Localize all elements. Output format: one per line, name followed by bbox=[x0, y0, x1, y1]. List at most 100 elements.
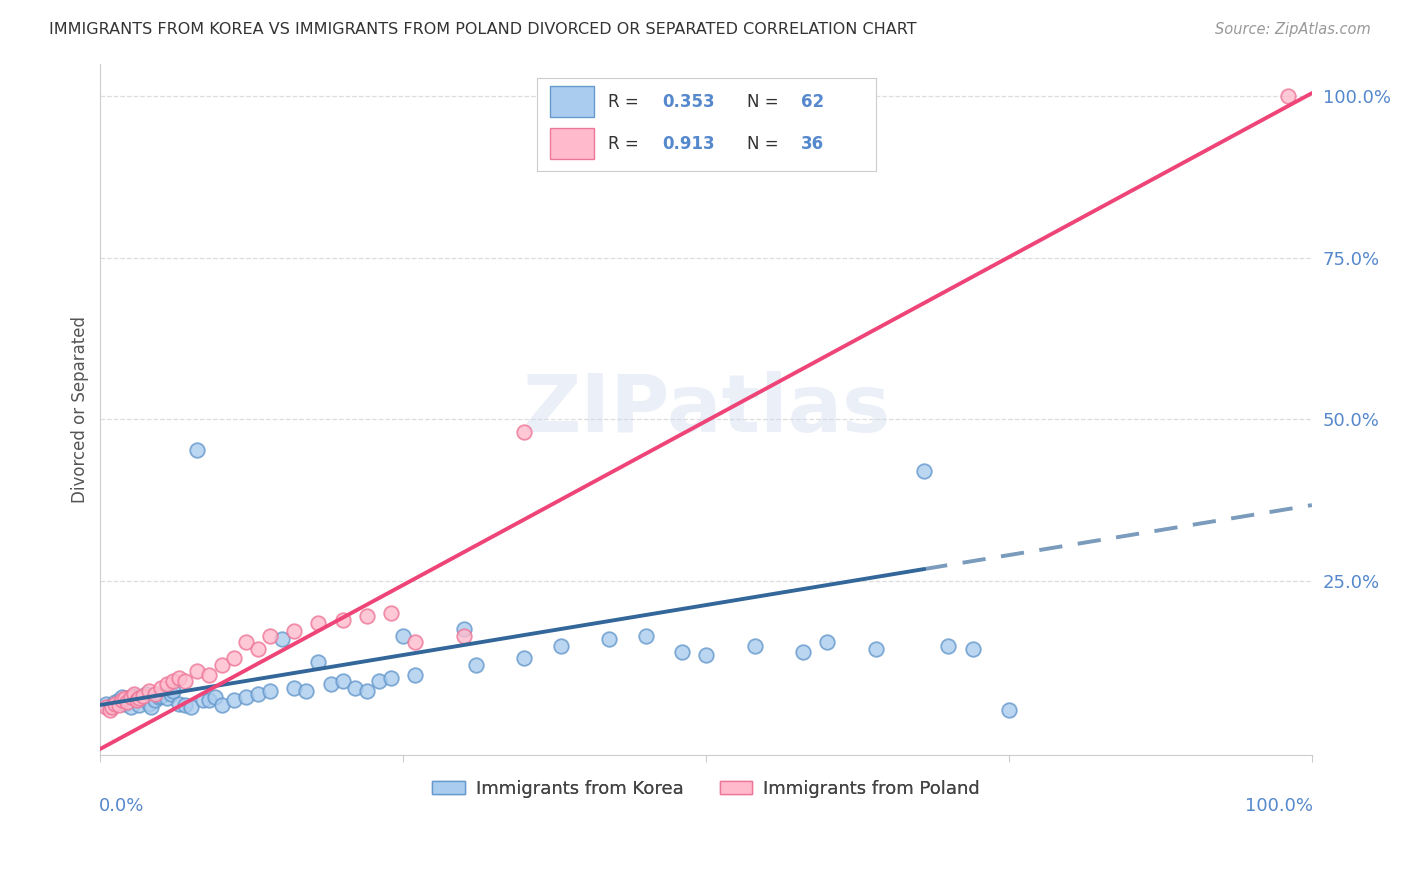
Point bbox=[211, 657, 233, 672]
Point bbox=[513, 651, 536, 665]
Point bbox=[356, 683, 378, 698]
Point bbox=[453, 629, 475, 643]
Point bbox=[149, 689, 172, 703]
Point bbox=[111, 690, 134, 705]
Point bbox=[283, 624, 305, 639]
Point bbox=[671, 645, 693, 659]
Point bbox=[912, 464, 935, 478]
Point bbox=[115, 691, 138, 706]
Point bbox=[259, 629, 281, 643]
Point bbox=[204, 690, 226, 705]
Point bbox=[162, 674, 184, 689]
Point bbox=[193, 693, 215, 707]
Point bbox=[156, 677, 179, 691]
Point bbox=[111, 693, 134, 707]
Point bbox=[259, 683, 281, 698]
Point bbox=[120, 690, 142, 705]
Point bbox=[128, 691, 150, 706]
Point bbox=[180, 699, 202, 714]
Point bbox=[235, 690, 257, 705]
Point bbox=[319, 677, 342, 691]
Point bbox=[124, 687, 146, 701]
Point bbox=[246, 641, 269, 656]
Point bbox=[404, 667, 426, 681]
Point bbox=[744, 639, 766, 653]
Point bbox=[392, 629, 415, 643]
Point bbox=[104, 695, 127, 709]
Point bbox=[792, 645, 814, 659]
Text: Source: ZipAtlas.com: Source: ZipAtlas.com bbox=[1215, 22, 1371, 37]
Point bbox=[865, 641, 887, 656]
Point bbox=[186, 665, 208, 679]
Point bbox=[138, 683, 160, 698]
Point bbox=[211, 698, 233, 712]
Point bbox=[143, 687, 166, 701]
Point bbox=[107, 693, 129, 707]
Point bbox=[186, 443, 208, 458]
Point bbox=[143, 693, 166, 707]
Point bbox=[815, 635, 838, 649]
Point bbox=[332, 613, 354, 627]
Point bbox=[998, 703, 1021, 717]
Point bbox=[132, 691, 155, 706]
Point bbox=[695, 648, 717, 663]
Text: 0.0%: 0.0% bbox=[100, 797, 145, 814]
Point bbox=[98, 703, 121, 717]
Point bbox=[104, 697, 127, 711]
Point bbox=[162, 683, 184, 698]
Point bbox=[125, 693, 148, 707]
Point bbox=[938, 639, 960, 653]
Point bbox=[135, 687, 157, 701]
Point bbox=[156, 691, 179, 706]
Point bbox=[222, 651, 245, 665]
Point bbox=[198, 667, 221, 681]
Text: 100.0%: 100.0% bbox=[1246, 797, 1313, 814]
Point bbox=[295, 683, 318, 698]
Point bbox=[132, 689, 155, 703]
Point bbox=[128, 698, 150, 712]
Point bbox=[246, 687, 269, 701]
Point bbox=[174, 698, 197, 712]
Point bbox=[598, 632, 620, 646]
Y-axis label: Divorced or Separated: Divorced or Separated bbox=[72, 316, 89, 503]
Point bbox=[159, 687, 181, 701]
Point bbox=[114, 691, 136, 706]
Point bbox=[198, 693, 221, 707]
Point bbox=[962, 641, 984, 656]
Point bbox=[96, 697, 118, 711]
Point bbox=[307, 615, 329, 630]
Legend: Immigrants from Korea, Immigrants from Poland: Immigrants from Korea, Immigrants from P… bbox=[425, 772, 987, 805]
Point bbox=[148, 690, 170, 705]
Point bbox=[98, 699, 121, 714]
Point bbox=[513, 425, 536, 440]
Point bbox=[149, 681, 172, 695]
Point bbox=[114, 697, 136, 711]
Point bbox=[271, 632, 294, 646]
Point bbox=[124, 689, 146, 703]
Point bbox=[101, 699, 124, 714]
Point bbox=[174, 674, 197, 689]
Point bbox=[115, 695, 138, 709]
Point bbox=[464, 657, 486, 672]
Point bbox=[101, 698, 124, 712]
Point bbox=[167, 697, 190, 711]
Point bbox=[368, 674, 391, 689]
Point bbox=[356, 609, 378, 624]
Point bbox=[120, 699, 142, 714]
Point bbox=[634, 629, 657, 643]
Point bbox=[107, 698, 129, 712]
Point bbox=[283, 681, 305, 695]
Point bbox=[307, 655, 329, 669]
Point bbox=[380, 606, 402, 620]
Point bbox=[96, 699, 118, 714]
Point bbox=[1277, 89, 1299, 103]
Point bbox=[138, 697, 160, 711]
Point bbox=[453, 623, 475, 637]
Point bbox=[380, 671, 402, 685]
Point bbox=[550, 639, 572, 653]
Point bbox=[343, 681, 366, 695]
Point bbox=[404, 635, 426, 649]
Point bbox=[141, 699, 163, 714]
Text: ZIPatlas: ZIPatlas bbox=[522, 371, 890, 449]
Point bbox=[332, 674, 354, 689]
